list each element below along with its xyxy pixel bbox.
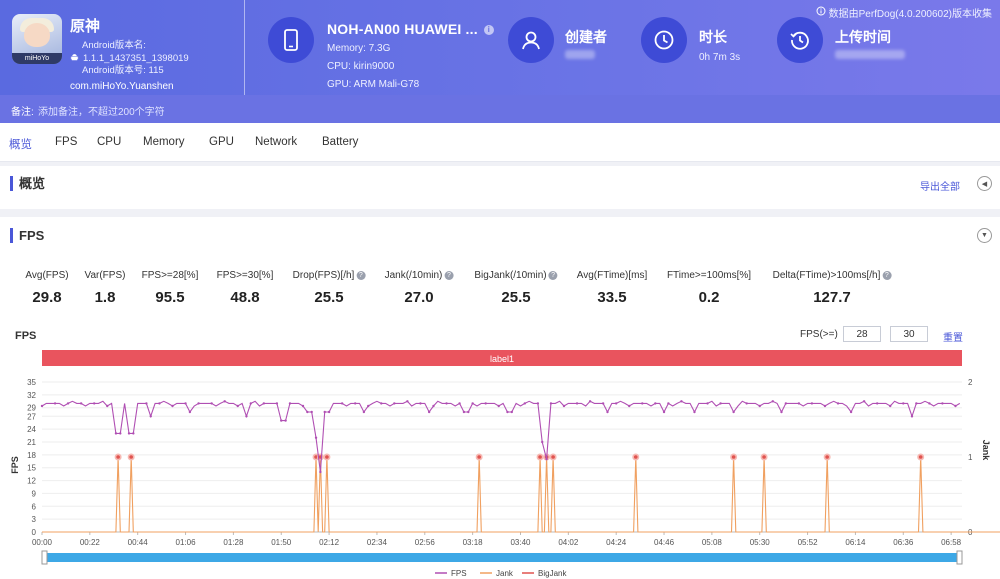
stat-avg-ftime: Avg(FTime)[ms] 33.5 — [577, 270, 648, 306]
fps-section-title: FPS — [10, 228, 44, 243]
stat-value: 33.5 — [597, 289, 627, 306]
device-title: NOH-AN00 HUAWEI ... i — [327, 21, 494, 37]
app-version: 1.1.1_1437351_1398019 — [83, 52, 189, 64]
stat-label-text: Delta(FTime)>100ms[/h] — [772, 270, 881, 281]
android-version-name-label: Android版本名: — [82, 40, 146, 51]
device-name: NOH-AN00 HUAWEI ... — [327, 21, 478, 37]
stat-label: Avg(FTime)[ms] — [576, 270, 648, 281]
stat-value: 1.8 — [94, 289, 116, 306]
chart-title: FPS — [15, 330, 37, 342]
app-icon-tag: miHoYo — [12, 53, 62, 64]
tab-overview[interactable]: 概览 — [9, 139, 32, 151]
overview-title: 概览 — [10, 176, 45, 191]
tab-memory[interactable]: Memory — [143, 136, 185, 148]
stat-label: FPS>=28[%] — [141, 270, 199, 281]
stat-delta-ftime: Delta(FTime)>100ms[/h]? 127.7 — [773, 270, 892, 306]
stat-bigjank: BigJank(/10min)? 25.5 — [474, 270, 558, 306]
stat-value: 95.5 — [155, 289, 185, 306]
threshold-label: FPS(>=) — [800, 329, 838, 340]
user-icon — [508, 17, 554, 63]
stat-value: 25.5 — [501, 289, 531, 306]
app-icon-face — [24, 23, 50, 47]
creator-value-redacted — [565, 50, 595, 59]
stat-jank: Jank(/10min)? 27.0 — [385, 270, 454, 306]
source-note: 数据由PerfDog(4.0.200602)版本收集 — [816, 5, 992, 20]
stat-var-fps: Var(FPS) 1.8 — [85, 270, 126, 306]
stat-label: Drop(FPS)[/h]? — [293, 270, 366, 281]
stat-label: Avg(FPS) — [25, 270, 69, 281]
stat-value: 48.8 — [230, 289, 260, 306]
help-icon[interactable]: ? — [356, 270, 366, 280]
stat-fps-ge-30: FPS>=30[%] 48.8 — [217, 270, 274, 306]
stat-label: Jank(/10min)? — [385, 270, 454, 281]
note-input[interactable]: 添加备注，不超过200个字符 — [38, 107, 165, 118]
tab-network[interactable]: Network — [255, 136, 298, 148]
stat-label: Delta(FTime)>100ms[/h]? — [773, 270, 892, 281]
note-label: 备注: — [11, 107, 34, 118]
note-bar: 备注: 添加备注，不超过200个字符 — [0, 95, 1000, 123]
stat-value: 0.2 — [698, 289, 720, 306]
threshold-input-2[interactable]: 30 — [890, 326, 928, 342]
stat-drop-fps: Drop(FPS)[/h]? 25.5 — [293, 270, 366, 306]
stat-label: FPS>=30[%] — [216, 270, 274, 281]
stat-label-text: Jank(/10min) — [384, 270, 443, 281]
stat-value: 29.8 — [32, 289, 62, 306]
stat-label: BigJank(/10min)? — [474, 270, 558, 281]
stat-value: 127.7 — [813, 289, 851, 306]
app-icon: miHoYo — [12, 14, 62, 64]
stat-value: 25.5 — [314, 289, 344, 306]
help-icon[interactable]: ? — [444, 270, 454, 280]
stat-label: Var(FPS) — [84, 270, 126, 281]
source-note-text: 数据由PerfDog(4.0.200602)版本收集 — [828, 9, 992, 20]
tab-bar: 概览 FPS CPU Memory GPU Network Battery — [0, 123, 1000, 162]
stat-avg-fps: Avg(FPS) 29.8 — [25, 270, 68, 306]
duration-label: 时长 — [699, 29, 727, 45]
tab-gpu[interactable]: GPU — [209, 136, 234, 148]
history-icon — [777, 17, 823, 63]
device-memory: Memory: 7.3G — [327, 43, 391, 54]
creator-label: 创建者 — [565, 29, 607, 45]
overview-panel: 概览 导出全部 ◀ — [0, 166, 1000, 209]
app-meta: Android版本名: 1.1.1_1437351_1398019 Androi… — [70, 40, 189, 78]
stat-fps-ge-28: FPS>=28[%] 95.5 — [142, 270, 199, 306]
threshold-input-1[interactable]: 28 — [843, 326, 881, 342]
phone-icon — [268, 17, 314, 63]
tab-battery[interactable]: Battery — [322, 136, 359, 148]
header-divider — [244, 0, 245, 95]
device-cpu: CPU: kirin9000 — [327, 61, 395, 72]
upload-value-redacted — [835, 50, 905, 59]
collapse-down-icon[interactable]: ▼ — [977, 228, 992, 243]
stat-label-text: Drop(FPS)[/h] — [292, 270, 355, 281]
stat-ftime-ge-100: FTime>=100ms[%] 0.2 — [667, 270, 751, 306]
android-version-code: Android版本号: 115 — [82, 65, 164, 76]
app-name: 原神 — [70, 18, 101, 35]
duration-value: 0h 7m 3s — [699, 52, 741, 63]
clock-icon — [641, 17, 687, 63]
help-icon[interactable]: ? — [548, 270, 558, 280]
stat-label-text: BigJank(/10min) — [474, 270, 547, 281]
info-icon[interactable]: i — [483, 25, 494, 36]
reset-button[interactable]: 重置 — [943, 333, 963, 344]
tab-fps[interactable]: FPS — [55, 136, 78, 148]
device-gpu: GPU: ARM Mali-G78 — [327, 79, 420, 90]
report-header: miHoYo 原神 Android版本名: 1.1.1_1437351_1398… — [0, 0, 1000, 95]
tab-cpu[interactable]: CPU — [97, 136, 122, 148]
app-package: com.miHoYo.Yuanshen — [70, 81, 174, 92]
help-icon[interactable]: ? — [882, 270, 892, 280]
upload-label: 上传时间 — [835, 29, 891, 45]
stat-value: 27.0 — [404, 289, 434, 306]
collapse-left-icon[interactable]: ◀ — [977, 176, 992, 191]
fps-panel: FPS ▼ Avg(FPS) 29.8 Var(FPS) 1.8 FPS>=28… — [0, 217, 1000, 579]
info-circle-icon — [816, 6, 826, 19]
export-all-link[interactable]: 导出全部 — [920, 182, 960, 193]
stat-label: FTime>=100ms[%] — [666, 270, 752, 281]
app-version-row: 1.1.1_1437351_1398019 — [70, 53, 189, 66]
android-icon — [70, 53, 79, 66]
